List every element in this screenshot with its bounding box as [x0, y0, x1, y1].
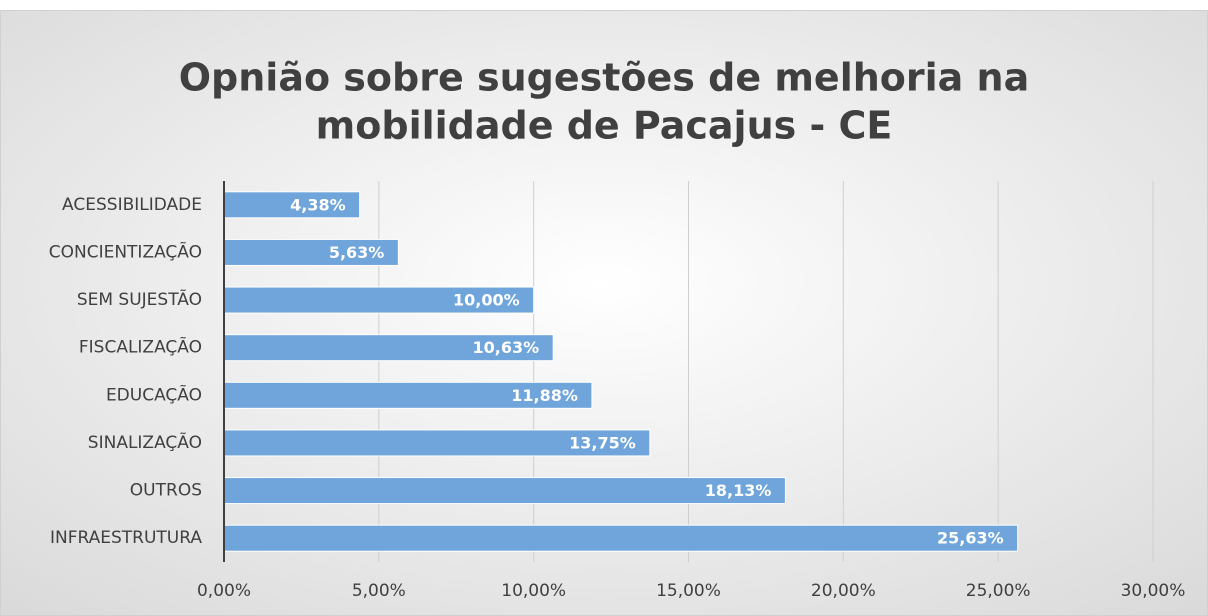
data-label: 18,13% — [705, 481, 772, 500]
x-tick-label: 0,00% — [197, 581, 251, 601]
data-label: 11,88% — [511, 386, 578, 405]
y-tick-label: CONCIENTIZAÇÃO — [49, 240, 202, 262]
bar — [223, 524, 1019, 552]
y-tick-label: SEM SUJESTÃO — [77, 288, 202, 310]
bar — [223, 238, 399, 266]
x-tick-label: 30,00% — [1121, 581, 1186, 601]
chart-title: Opnião sobre sugestões de melhoria na — [179, 56, 1029, 100]
bar — [223, 429, 651, 457]
y-tick-label: FISCALIZAÇÃO — [79, 336, 202, 358]
x-tick-label: 10,00% — [501, 581, 566, 601]
bar — [223, 191, 361, 219]
data-label: 4,38% — [290, 195, 346, 214]
data-label: 25,63% — [937, 529, 1004, 548]
x-tick-label: 25,00% — [966, 581, 1031, 601]
chart-background — [0, 10, 1208, 616]
bar — [223, 477, 786, 505]
x-tick-label: 5,00% — [352, 581, 406, 601]
y-tick-label: SINALIZAÇÃO — [88, 431, 202, 453]
bar — [223, 334, 554, 362]
x-tick-label: 20,00% — [811, 581, 876, 601]
data-label: 13,75% — [569, 433, 636, 452]
chart-title: mobilidade de Pacajus - CE — [316, 104, 893, 148]
data-label: 5,63% — [329, 243, 385, 262]
x-tick-label: 15,00% — [656, 581, 721, 601]
bar — [223, 381, 593, 409]
data-label: 10,63% — [473, 338, 540, 357]
data-label: 10,00% — [453, 291, 520, 310]
y-tick-label: EDUCAÇÃO — [106, 383, 202, 405]
y-tick-label: ACESSIBILIDADE — [62, 195, 202, 215]
y-tick-label: INFRAESTRUTURA — [50, 528, 202, 548]
y-tick-label: OUTROS — [130, 481, 202, 501]
